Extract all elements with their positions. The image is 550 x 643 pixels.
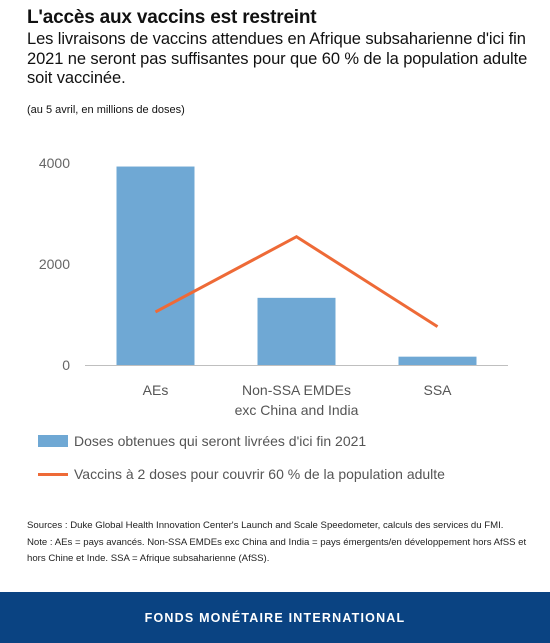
- legend-swatch-line: [38, 472, 68, 476]
- note-text-line-1: Note : AEs = pays avancés. Non-SSA EMDEs…: [27, 536, 527, 548]
- x-tick-label: Non-SSA EMDEs: [242, 382, 351, 398]
- footer-label: FONDS MONÉTAIRE INTERNATIONAL: [144, 610, 406, 625]
- bar-1: [257, 297, 336, 365]
- legend-label-vaccines: Vaccins à 2 doses pour couvrir 60 % de l…: [74, 466, 445, 482]
- sources-text: Sources : Duke Global Health Innovation …: [27, 520, 504, 531]
- chart-subtitle: Les livraisons de vaccins attendues en A…: [27, 30, 528, 87]
- bar-line-chart: 0 2000 4000 AEs Non-SSA EMDEs exc China and I…: [39, 155, 508, 418]
- legend-label-doses: Doses obtenues qui seront livrées d'ici …: [74, 433, 367, 449]
- chart-notes: Sources : Duke Global Health Innovation …: [27, 518, 537, 568]
- y-tick-label: 2000: [39, 256, 70, 272]
- footer-banner: FONDS MONÉTAIRE INTERNATIONAL: [0, 592, 550, 643]
- x-tick-label: AEs: [143, 382, 169, 398]
- legend-swatch-bar: [38, 435, 68, 447]
- x-tick-label: exc China and India: [235, 402, 359, 418]
- note-text-line-2: hors Chine et Inde. SSA = Afrique subsah…: [27, 553, 270, 564]
- legend-item-vaccines: Vaccins à 2 doses pour couvrir 60 % de l…: [38, 464, 445, 484]
- chart-title: L'accès aux vaccins est restreint: [27, 7, 317, 28]
- x-tick-label: SSA: [423, 382, 452, 398]
- y-tick-label: 4000: [39, 155, 70, 171]
- bar-0: [116, 166, 195, 365]
- legend-item-doses: Doses obtenues qui seront livrées d'ici …: [38, 431, 366, 451]
- bar-2: [398, 356, 477, 365]
- y-tick-label: 0: [62, 357, 70, 373]
- unit-note: (au 5 avril, en millions de doses): [27, 104, 185, 116]
